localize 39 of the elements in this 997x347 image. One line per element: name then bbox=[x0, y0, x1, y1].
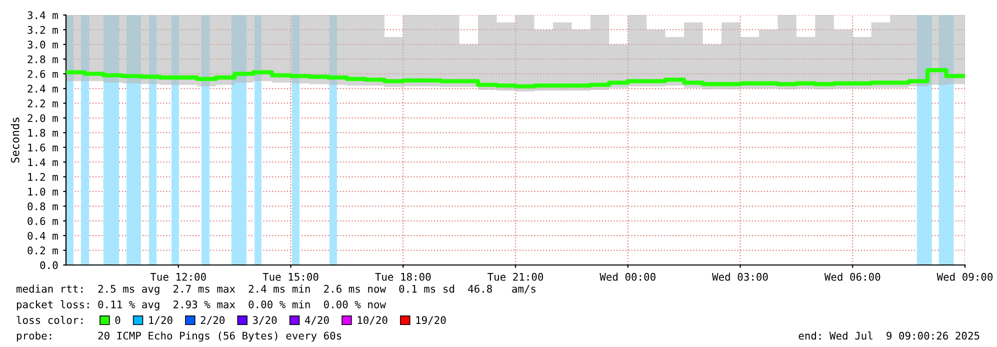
y-tick-label: 1.2 m bbox=[28, 173, 58, 181]
y-tick-label: 2.6 m bbox=[28, 70, 58, 78]
legend-label: 4/20 bbox=[304, 316, 329, 325]
y-axis-title: Seconds bbox=[10, 118, 20, 163]
y-tick-label: 0.0 bbox=[40, 261, 58, 270]
y-tick-label: 1.8 m bbox=[28, 128, 58, 137]
legend-label: 1/20 bbox=[149, 316, 172, 325]
y-tick-label: 3.2 m bbox=[28, 26, 58, 34]
legend-label: 10/20 bbox=[358, 316, 388, 325]
text: packet loss: 0.11 % avg 2.93 % max 0.00 % min 0.00 % now bbox=[16, 300, 386, 310]
x-tick-label: Wed 09:00 bbox=[936, 272, 993, 281]
legend-label: 0 bbox=[115, 316, 120, 324]
x-tick-label: Tue 12:00 bbox=[150, 272, 206, 281]
y-tick-label: 2.8 m bbox=[28, 55, 58, 64]
y-tick-label: 0.4 m bbox=[28, 232, 58, 240]
y-tick-label: 2.2 m bbox=[28, 99, 58, 108]
y-tick-label: 0.6 m bbox=[28, 217, 58, 226]
x-tick-label: Wed 06:00 bbox=[824, 272, 880, 281]
y-tick-label: 0.8 m bbox=[28, 202, 58, 210]
y-tick-label: 0.2 m bbox=[28, 246, 58, 254]
x-tick-label: Tue 18:00 bbox=[375, 272, 431, 281]
text: median rtt: 2.5 ms avg 2.7 ms max 2.4 ms min 2.6 ms now 0.1 ms sd 46.8 am/s bbox=[16, 284, 536, 295]
y-tick-label: 2.4 m bbox=[28, 84, 58, 93]
legend-title: loss color: bbox=[16, 316, 82, 324]
text: probe: 20 ICMP Echo Pings (56 Bytes) every 60s bbox=[16, 332, 342, 342]
y-tick-label: 3.4 m bbox=[28, 11, 58, 20]
x-tick-label: Tue 15:00 bbox=[262, 272, 318, 281]
y-tick-label: 1.4 m bbox=[28, 158, 58, 166]
y-tick-label: 3.0 m bbox=[28, 40, 58, 49]
legend-label: 19/20 bbox=[416, 316, 446, 325]
x-tick-label: Tue 21:00 bbox=[488, 272, 544, 281]
legend-label: 2/20 bbox=[200, 316, 225, 325]
text: end: Wed Jul 9 09:00:26 2025 bbox=[798, 332, 980, 340]
x-tick-label: Wed 00:00 bbox=[600, 272, 656, 281]
x-tick-label: Wed 03:00 bbox=[712, 272, 768, 281]
y-tick-label: 1.0 m bbox=[28, 188, 58, 196]
y-tick-label: 1.6 m bbox=[28, 144, 58, 152]
legend-label: 3/20 bbox=[252, 316, 277, 325]
y-tick-label: 2.0 m bbox=[28, 114, 58, 122]
